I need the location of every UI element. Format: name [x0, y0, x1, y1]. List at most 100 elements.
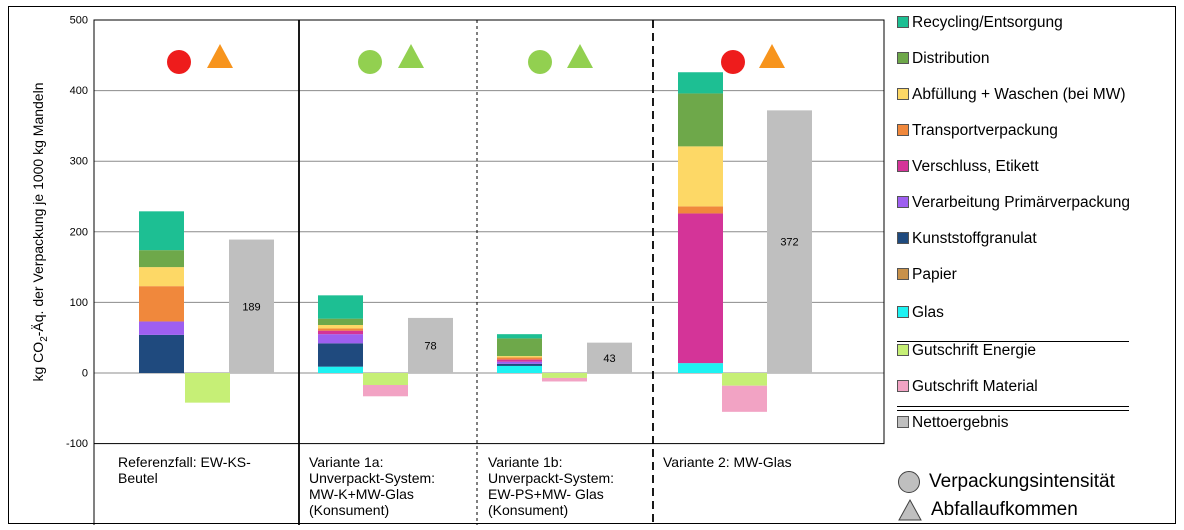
- legend-divider: [897, 341, 1129, 342]
- bar-segment: [318, 366, 363, 373]
- indicator-triangle: [759, 44, 785, 68]
- legend-label: Gutschrift Energie: [912, 342, 1037, 359]
- category-label: Referenzfall: EW-KS- Beutel: [118, 454, 251, 486]
- bar-segment: [318, 318, 363, 325]
- indicator-circle: [167, 50, 191, 74]
- bar-segment: [678, 93, 723, 147]
- legend-swatch: [897, 268, 909, 280]
- legend-item: Gutschrift Material: [897, 378, 1038, 396]
- legend-label: Papier: [912, 266, 957, 283]
- legend-label: Abfüllung + Waschen (bei MW): [912, 86, 1126, 103]
- bar-segment: [139, 267, 184, 287]
- legend-item: Verschluss, Etikett: [897, 158, 1039, 176]
- legend-label: Glas: [912, 304, 944, 321]
- bar-segment: [497, 363, 542, 366]
- key-circle-label: Verpackungsintensität: [929, 471, 1115, 493]
- chart-frame: [8, 6, 1176, 524]
- bar-segment: [678, 146, 723, 207]
- indicator-triangle: [567, 44, 593, 68]
- indicator-circle: [721, 50, 745, 74]
- legend-swatch: [897, 196, 909, 208]
- triangle-icon: [898, 498, 922, 521]
- legend-item: Nettoergebnis: [897, 414, 1009, 432]
- bar-segment: [497, 361, 542, 364]
- legend-swatch: [897, 88, 909, 100]
- category-label: Variante 1a: Unverpackt-System: MW-K+MW-Gl…: [309, 454, 435, 518]
- bar-segment: [318, 295, 363, 319]
- category-label-line: (Konsument): [309, 502, 390, 518]
- y-tick-label: 200: [70, 226, 88, 238]
- legend-swatch: [897, 344, 909, 356]
- bar-segment: [318, 334, 363, 344]
- bar-segment: [678, 363, 723, 373]
- legend-swatch: [897, 160, 909, 172]
- bar-segment: [497, 334, 542, 339]
- legend-label: Verschluss, Etikett: [912, 158, 1039, 175]
- bar-segment: [363, 385, 408, 397]
- category-label-line: Variante 1a:: [309, 454, 384, 470]
- y-tick-label: 0: [82, 368, 88, 380]
- y-tick-label: 300: [70, 156, 88, 168]
- net-bar: [587, 342, 632, 373]
- key-triangle: Abfallaufkommen: [897, 498, 1078, 522]
- y-tick-label: -100: [66, 438, 88, 450]
- bar-segment: [139, 334, 184, 373]
- net-bar: [229, 239, 274, 373]
- bar-segment: [722, 385, 767, 412]
- legend-item: Distribution: [897, 50, 990, 68]
- category-label-line: (Konsument): [488, 502, 569, 518]
- category-label-line: Variante 1b:: [488, 454, 563, 470]
- bar-segment: [139, 321, 184, 335]
- category-label-line: Variante 2: MW-Glas: [663, 454, 792, 470]
- indicator-triangle: [398, 44, 424, 68]
- legend-item: Kunststoffgranulat: [897, 230, 1037, 248]
- legend-label: Nettoergebnis: [912, 414, 1009, 431]
- bar-segment: [318, 330, 363, 335]
- category-label-line: MW-K+MW-Glas: [309, 486, 414, 502]
- bar-segment: [318, 328, 363, 331]
- legend-swatch: [897, 232, 909, 244]
- bar-segment: [139, 286, 184, 322]
- net-value-label: 372: [780, 237, 798, 249]
- category-label-line: Referenzfall: EW-KS-: [118, 454, 251, 470]
- bar-segment: [678, 72, 723, 94]
- legend-item: Verarbeitung Primärverpackung: [897, 194, 1130, 212]
- net-value-label: 78: [424, 340, 436, 352]
- legend-divider: [897, 406, 1129, 407]
- bar-segment: [497, 365, 542, 373]
- legend-swatch: [897, 124, 909, 136]
- category-label-line: EW-PS+MW- Glas: [488, 486, 604, 502]
- bar-segment: [139, 250, 184, 268]
- y-axis-title: kg CO2-Äq. der Verpackung je 1000 kg Man…: [30, 82, 50, 382]
- legend-item: Transportverpackung: [897, 122, 1058, 140]
- legend-item: Gutschrift Energie: [897, 342, 1036, 360]
- legend-item: Recycling/Entsorgung: [897, 14, 1063, 32]
- bar-segment: [678, 213, 723, 364]
- net-value-label: 189: [242, 301, 260, 313]
- bar-segment: [318, 324, 363, 329]
- y-tick-label: 100: [70, 297, 88, 309]
- category-label-line: Unverpackt-System:: [309, 470, 436, 486]
- category-label: Variante 2: MW-Glas: [663, 454, 792, 470]
- indicator-circle: [528, 50, 552, 74]
- category-label-line: Beutel: [118, 470, 158, 486]
- net-value-label: 43: [603, 353, 615, 365]
- bar-segment: [497, 356, 542, 358]
- bar-segment: [722, 373, 767, 386]
- net-bar: [767, 110, 812, 374]
- circle-icon: [898, 471, 920, 493]
- legend-label: Verarbeitung Primärverpackung: [912, 194, 1130, 211]
- bar-segment: [185, 373, 230, 403]
- bar-segment: [363, 373, 408, 386]
- net-bar: [408, 317, 453, 373]
- legend-swatch: [897, 16, 909, 28]
- bar-segment: [678, 206, 723, 214]
- bar-segment: [497, 357, 542, 360]
- legend-label: Kunststoffgranulat: [912, 230, 1037, 247]
- legend-label: Distribution: [912, 50, 990, 67]
- legend-label: Recycling/Entsorgung: [912, 14, 1063, 31]
- indicator-triangle: [207, 44, 233, 68]
- bar-segment: [318, 343, 363, 367]
- legend-swatch: [897, 306, 909, 318]
